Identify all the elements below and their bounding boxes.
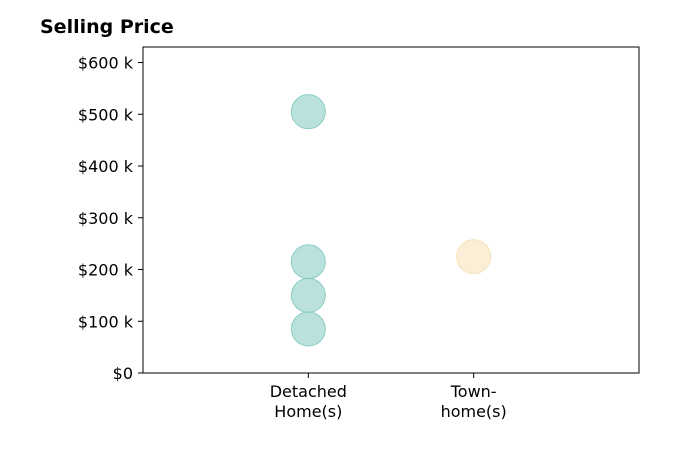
x-tick-label: Home(s): [274, 402, 342, 421]
y-tick-label: $500 k: [78, 105, 134, 124]
y-tick-label: $600 k: [78, 54, 134, 73]
y-tick-label: $400 k: [78, 157, 134, 176]
data-point: [290, 94, 326, 130]
plot-frame: [142, 46, 640, 374]
data-point: [290, 311, 326, 347]
x-tick-label: home(s): [441, 402, 507, 421]
x-tick-label: Town-: [450, 382, 497, 401]
y-tick-label: $100 k: [78, 312, 134, 331]
y-tick-label: $0: [113, 364, 133, 383]
y-tick-label: $300 k: [78, 209, 134, 228]
data-point: [456, 239, 492, 275]
y-axis: $0 $100 k $200 k $300 k $400 k $500 k $600 k: [78, 54, 143, 383]
data-point: [290, 277, 326, 313]
x-tick-label: Detached: [270, 382, 347, 401]
chart-title: Selling Price: [40, 16, 174, 38]
data-point: [290, 244, 326, 280]
data-points-layer: [290, 94, 492, 347]
y-tick-label: $200 k: [78, 261, 134, 280]
